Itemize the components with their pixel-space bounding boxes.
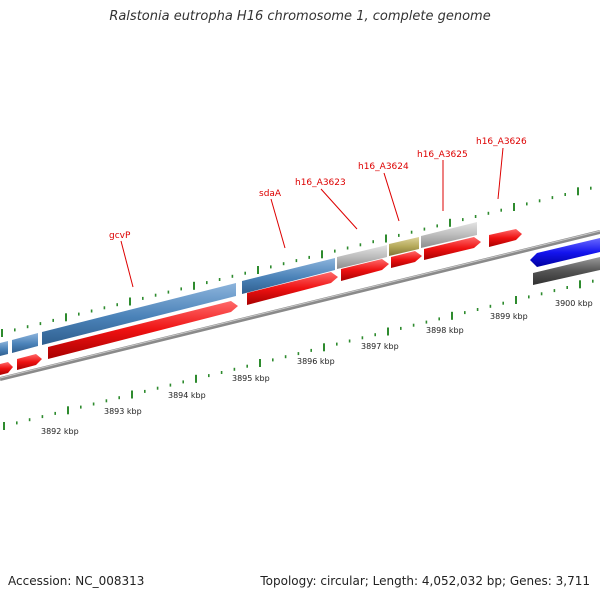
accession-text: Accession: NC_008313 [8,574,145,588]
gene-label-h16_A3624[interactable]: h16_A3624 [358,162,409,172]
gene-arrow[interactable] [0,362,13,375]
scale-label: 3899 kbp [490,312,528,321]
scale-label: 3893 kbp [104,407,142,416]
gene-feature[interactable] [421,222,477,248]
gene-arrow[interactable] [48,301,238,359]
gene-arrow[interactable] [247,272,338,305]
callout-line [320,188,358,230]
gene-label-h16_A3623[interactable]: h16_A3623 [295,178,346,188]
callout-line [120,240,134,288]
gene-feature[interactable] [533,257,600,285]
backbone-highlight [0,230,600,379]
gene-label-h16_A3626[interactable]: h16_A3626 [476,137,527,147]
scale-label: 3897 kbp [361,342,399,351]
gene-arrow[interactable] [341,259,389,281]
scale-label: 3892 kbp [41,427,79,436]
gene-feature[interactable] [42,283,236,345]
gene-callouts: gcvP sdaA h16_A3623 h16_A3624 h16_A3625 … [109,137,527,288]
gene-label-h16_A3625[interactable]: h16_A3625 [417,150,468,160]
scale-label: 3896 kbp [297,357,335,366]
callout-line [270,198,286,249]
genome-summary-text: Topology: circular; Length: 4,052,032 bp… [260,574,590,588]
outer-tick-track [1,186,592,337]
scale-label: 3898 kbp [426,326,464,335]
scale-label: 3894 kbp [168,391,206,400]
gene-arrow[interactable] [17,354,42,370]
scale-label: 3900 kbp [555,299,593,308]
scale-tick-track [3,279,594,430]
gene-feature[interactable] [0,341,8,356]
gene-track-reverse [530,238,600,285]
gene-arrow[interactable] [489,229,522,247]
gene-track-upper [0,222,477,356]
backbone-line [0,230,600,381]
gene-arrow[interactable] [530,238,600,267]
callout-line [497,147,504,200]
gene-feature[interactable] [337,245,387,269]
scale-label: 3895 kbp [232,374,270,383]
scale-labels: 3892 kbp 3893 kbp 3894 kbp 3895 kbp 3896… [41,299,593,436]
gene-arrow[interactable] [391,251,422,268]
gene-label-sdaA[interactable]: sdaA [259,189,282,199]
gene-label-gcvP[interactable]: gcvP [109,231,131,241]
gene-feature[interactable] [12,333,38,353]
callout-line [383,172,400,222]
gene-track-lower [0,229,522,375]
map-title: Ralstonia eutropha H16 chromosome 1, com… [109,9,491,24]
gene-arrow[interactable] [424,237,481,260]
gene-feature[interactable] [389,237,419,256]
gene-feature[interactable] [242,258,335,294]
